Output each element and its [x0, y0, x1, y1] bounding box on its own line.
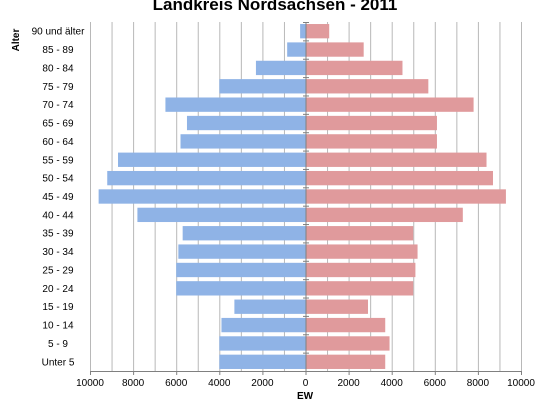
- bar-left: [176, 262, 306, 278]
- x-tick-label: 6000: [165, 378, 188, 389]
- bar-right: [305, 115, 437, 131]
- bar-left: [219, 336, 306, 351]
- bar-right: [305, 226, 414, 241]
- x-axis-label: EW: [297, 391, 314, 400]
- bar-left: [186, 115, 306, 131]
- bar-right: [305, 354, 386, 369]
- bar-right: [305, 336, 390, 351]
- bar-right: [305, 281, 414, 296]
- bar-right: [305, 207, 463, 223]
- bar-right: [305, 152, 487, 167]
- bar-left: [176, 281, 306, 296]
- bar-left: [300, 24, 306, 39]
- category-label: 40 - 44: [42, 210, 74, 221]
- category-label: 20 - 24: [42, 284, 74, 295]
- bar-right: [305, 97, 474, 112]
- category-label: 5 - 9: [48, 339, 68, 350]
- bar-left: [219, 354, 306, 369]
- category-label: 50 - 54: [42, 174, 74, 185]
- bar-right: [305, 262, 416, 278]
- category-label: 70 - 74: [42, 100, 74, 111]
- x-tick-labels: 10000 8000 6000 4000 2000 0 2000 4000 6000 8000 10…: [76, 378, 535, 389]
- x-tick-label: 4000: [381, 378, 404, 389]
- bar-left: [287, 42, 306, 57]
- x-tick-label: 8000: [467, 378, 490, 389]
- category-label: 60 - 64: [42, 137, 74, 148]
- bar-right: [305, 134, 437, 149]
- category-label: 35 - 39: [42, 229, 74, 240]
- x-tick-label: 10000: [507, 378, 535, 389]
- x-tick-label: 6000: [424, 378, 447, 389]
- bars: [98, 24, 506, 369]
- category-labels: 90 und älter 85 - 89 80 - 84 75 - 79 70 - 74…: [32, 27, 85, 369]
- x-tick-label: 4000: [208, 378, 231, 389]
- bar-left: [221, 317, 306, 333]
- bar-right: [305, 299, 368, 314]
- bar-right: [305, 24, 330, 39]
- bar-left: [182, 226, 306, 241]
- bar-right: [305, 189, 506, 204]
- x-tick-label: 2000: [251, 378, 274, 389]
- category-label: 10 - 14: [42, 321, 74, 332]
- category-label: 80 - 84: [42, 63, 74, 74]
- bar-right: [305, 60, 403, 76]
- category-label: 75 - 79: [42, 82, 74, 93]
- x-tick-label: 0: [303, 378, 309, 389]
- y-axis-label: Alter: [11, 29, 22, 52]
- category-label: Unter 5: [42, 357, 75, 368]
- category-label: 65 - 69: [42, 119, 74, 130]
- bar-left: [255, 60, 306, 76]
- bar-left: [180, 134, 306, 149]
- bar-left: [234, 299, 306, 314]
- category-label: 25 - 29: [42, 265, 74, 276]
- category-label: 55 - 59: [42, 155, 74, 166]
- bar-right: [305, 244, 418, 259]
- category-label: 45 - 49: [42, 192, 74, 203]
- x-tick-label: 10000: [76, 378, 104, 389]
- category-label: 85 - 89: [42, 45, 74, 56]
- category-label: 30 - 34: [42, 247, 74, 258]
- chart-title: Landkreis Nordsachsen - 2011: [153, 0, 398, 14]
- category-label: 15 - 19: [42, 302, 74, 313]
- bar-left: [165, 97, 306, 112]
- bar-right: [305, 42, 364, 57]
- x-tick-label: 8000: [122, 378, 145, 389]
- x-tick-label: 2000: [337, 378, 360, 389]
- bar-left: [98, 189, 306, 204]
- bar-left: [137, 207, 306, 223]
- bar-right: [305, 317, 386, 333]
- bar-left: [178, 244, 306, 259]
- category-label: 90 und älter: [32, 27, 85, 38]
- axes: [90, 22, 522, 375]
- bar-right: [305, 170, 493, 186]
- bar-left: [107, 170, 306, 186]
- bar-right: [305, 79, 429, 94]
- bar-left: [219, 79, 306, 94]
- bar-left: [118, 152, 306, 167]
